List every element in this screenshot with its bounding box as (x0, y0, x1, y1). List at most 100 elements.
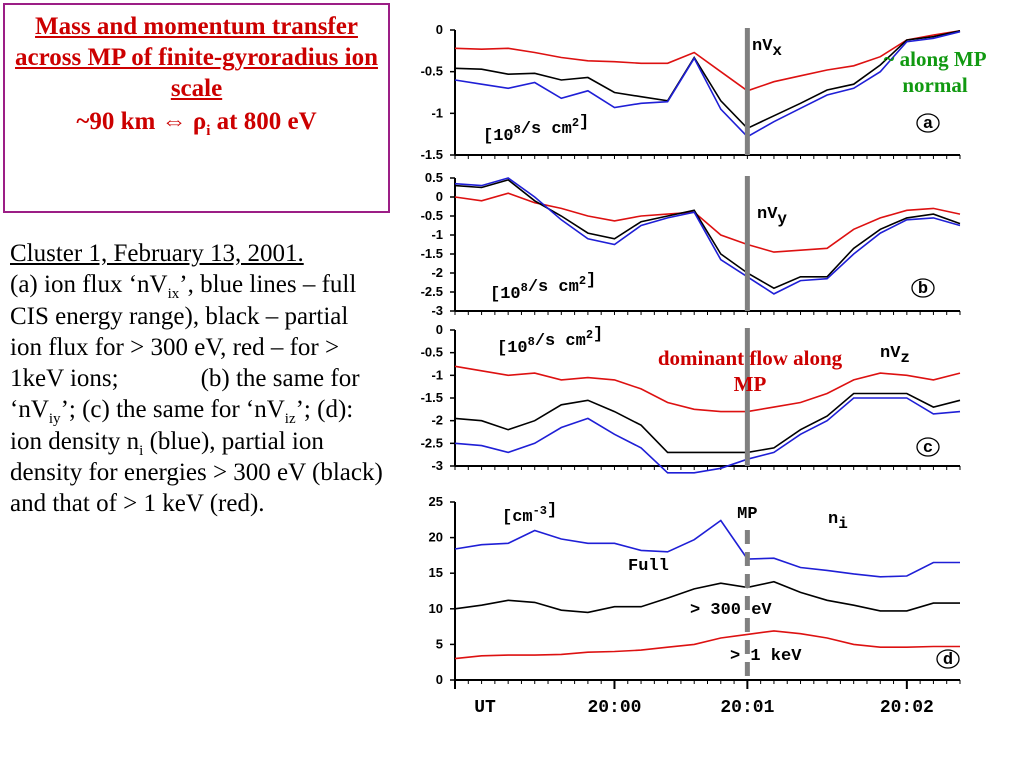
series-line-gt300 (454, 179, 961, 290)
unit-text: ] (547, 501, 557, 520)
x-tick-label: 20:02 (880, 698, 934, 718)
caption-d-sub: i (139, 442, 144, 459)
caption-b-sub: iy (48, 411, 61, 428)
y-tick-label: -2 (431, 265, 443, 280)
series-line-gt300 (454, 580, 960, 614)
title-box: Mass and momentum transfer across MP of … (3, 3, 390, 213)
caption-d: ’; (d): ion density n (10, 396, 354, 455)
y-tick-label: 0 (436, 22, 443, 37)
y-tick-label: 0 (436, 189, 443, 204)
y-tick-label: -2 (431, 413, 443, 428)
panel-letter: a (923, 115, 933, 134)
x-tick-label: 20:01 (720, 698, 774, 718)
unit-text: /s cm (521, 120, 572, 139)
y-tick-label: -3 (431, 303, 443, 318)
title-main: Mass and momentum transfer across MP of … (15, 13, 378, 102)
unit-superscript: 8 (514, 123, 521, 137)
y-tick-label: -1 (431, 367, 443, 382)
annotation-along-mp-normal: ~ along MP normal (883, 47, 987, 97)
quantity-label: ni (828, 510, 848, 533)
unit-text: [10 (497, 339, 528, 358)
unit-superscript: 8 (528, 335, 535, 349)
series-line-gt300 (454, 30, 961, 130)
y-tick-label: -3 (431, 458, 443, 473)
rho-subscript: i (206, 123, 211, 139)
caption-a: (a) ion flux ‘nV (10, 271, 168, 299)
y-tick-label: 0.5 (425, 170, 443, 185)
series-line-gt300 (454, 392, 961, 454)
series-line-gt1kev (454, 630, 960, 660)
unit-text: /s cm (528, 278, 579, 297)
series-label-gt1kev: > 1 keV (730, 647, 802, 666)
y-tick-label: -1 (431, 105, 443, 120)
quantity-label: nVz (880, 344, 910, 367)
caption-heading: Cluster 1, February 13, 2001. (10, 240, 304, 267)
unit-label: [108/s cm2] (483, 113, 589, 146)
panel-letter: c (923, 439, 933, 458)
caption-a-rest: ’, blue lines – full CIS energy range), … (10, 271, 357, 393)
series-label-gt300: > 300 eV (690, 601, 772, 620)
unit-text: [cm (502, 508, 533, 527)
series-line-gt1kev (454, 192, 961, 253)
y-tick-label: -0.5 (421, 64, 443, 79)
unit-text: ] (579, 113, 589, 132)
unit-superscript: 2 (586, 328, 593, 342)
panel-letter-circle (911, 278, 935, 298)
caption-b: (b) the same for ‘nV (10, 365, 360, 424)
unit-text: ] (593, 325, 603, 344)
x-tick-label: UT (474, 698, 496, 718)
y-tick-label: -2.5 (421, 435, 443, 450)
series-line-gt1kev (454, 365, 961, 413)
y-tick-label: 0 (436, 672, 443, 687)
unit-text: [10 (483, 127, 514, 146)
y-tick-label: 15 (429, 565, 443, 580)
rho-symbol: ρ (192, 108, 207, 135)
y-tick-label: -0.5 (421, 345, 443, 360)
double-arrow-icon: ⇔ (161, 108, 187, 135)
annotation-dominant-flow: dominant flow along MP (657, 346, 843, 396)
panel-b: 0.5 0 -0.5 -1 -1.5 -2 -2.5 -3 [108/s cm2] nVy b (421, 170, 961, 318)
y-tick-label: 5 (436, 636, 443, 651)
panel-letter-circle (916, 437, 940, 457)
series-line-full (454, 30, 961, 138)
caption-c-sub: iz (284, 411, 296, 428)
series-label-full: Full (628, 557, 669, 576)
caption-c: ’; (c) the same for ‘nV (60, 396, 285, 424)
series-line-full (454, 397, 961, 474)
unit-label: [108/s cm2] (497, 325, 603, 358)
figure-caption: Cluster 1, February 13, 2001. (a) ion fl… (10, 238, 386, 520)
y-tick-label: 25 (429, 494, 443, 509)
y-tick-label: -1.5 (421, 246, 443, 261)
panel-d: 25 20 15 10 5 0 [cm-3] ni d MP Full > 300 eV > 1 keV… (429, 494, 961, 718)
unit-label: [108/s cm2] (490, 271, 596, 304)
y-tick-label: -1 (431, 227, 443, 242)
unit-superscript: -3 (533, 504, 547, 518)
panel-c: 0 -0.5 -1 -1.5 -2 -2.5 -3 [108/s cm2] nVz c (421, 322, 961, 474)
unit-superscript: 8 (521, 281, 528, 295)
y-tick-label: 0 (436, 322, 443, 337)
title-scale-prefix: ~90 km (76, 108, 162, 135)
series-line-gt1kev (454, 30, 961, 92)
y-tick-label: -0.5 (421, 208, 443, 223)
caption-a-sub: ix (167, 286, 180, 303)
y-tick-label: -1.5 (421, 390, 443, 405)
unit-text: ] (586, 271, 596, 290)
title-scale-suffix: at 800 eV (210, 108, 317, 135)
series-line-full (454, 519, 960, 578)
y-tick-label: -1.5 (421, 147, 443, 162)
unit-label: [cm-3] (502, 501, 557, 527)
caption-d-rest: (blue), partial ion density for energies… (10, 427, 383, 518)
panel-letter: d (943, 651, 953, 670)
y-tick-label: 20 (429, 530, 443, 545)
title-scale: ~90 km ⇔ ρi at 800 eV (5, 106, 388, 147)
x-tick-label: 20:00 (587, 698, 641, 718)
y-tick-label: 10 (429, 601, 443, 616)
panel-letter: b (918, 280, 928, 299)
unit-superscript: 2 (579, 274, 586, 288)
unit-text: [10 (490, 285, 521, 304)
panel-letter-circle (916, 113, 940, 133)
mp-label: MP (737, 505, 757, 524)
panel-a: 0 -0.5 -1 -1.5 [108/s cm2] nVx a (421, 22, 961, 162)
panel-letter-circle (936, 649, 960, 669)
